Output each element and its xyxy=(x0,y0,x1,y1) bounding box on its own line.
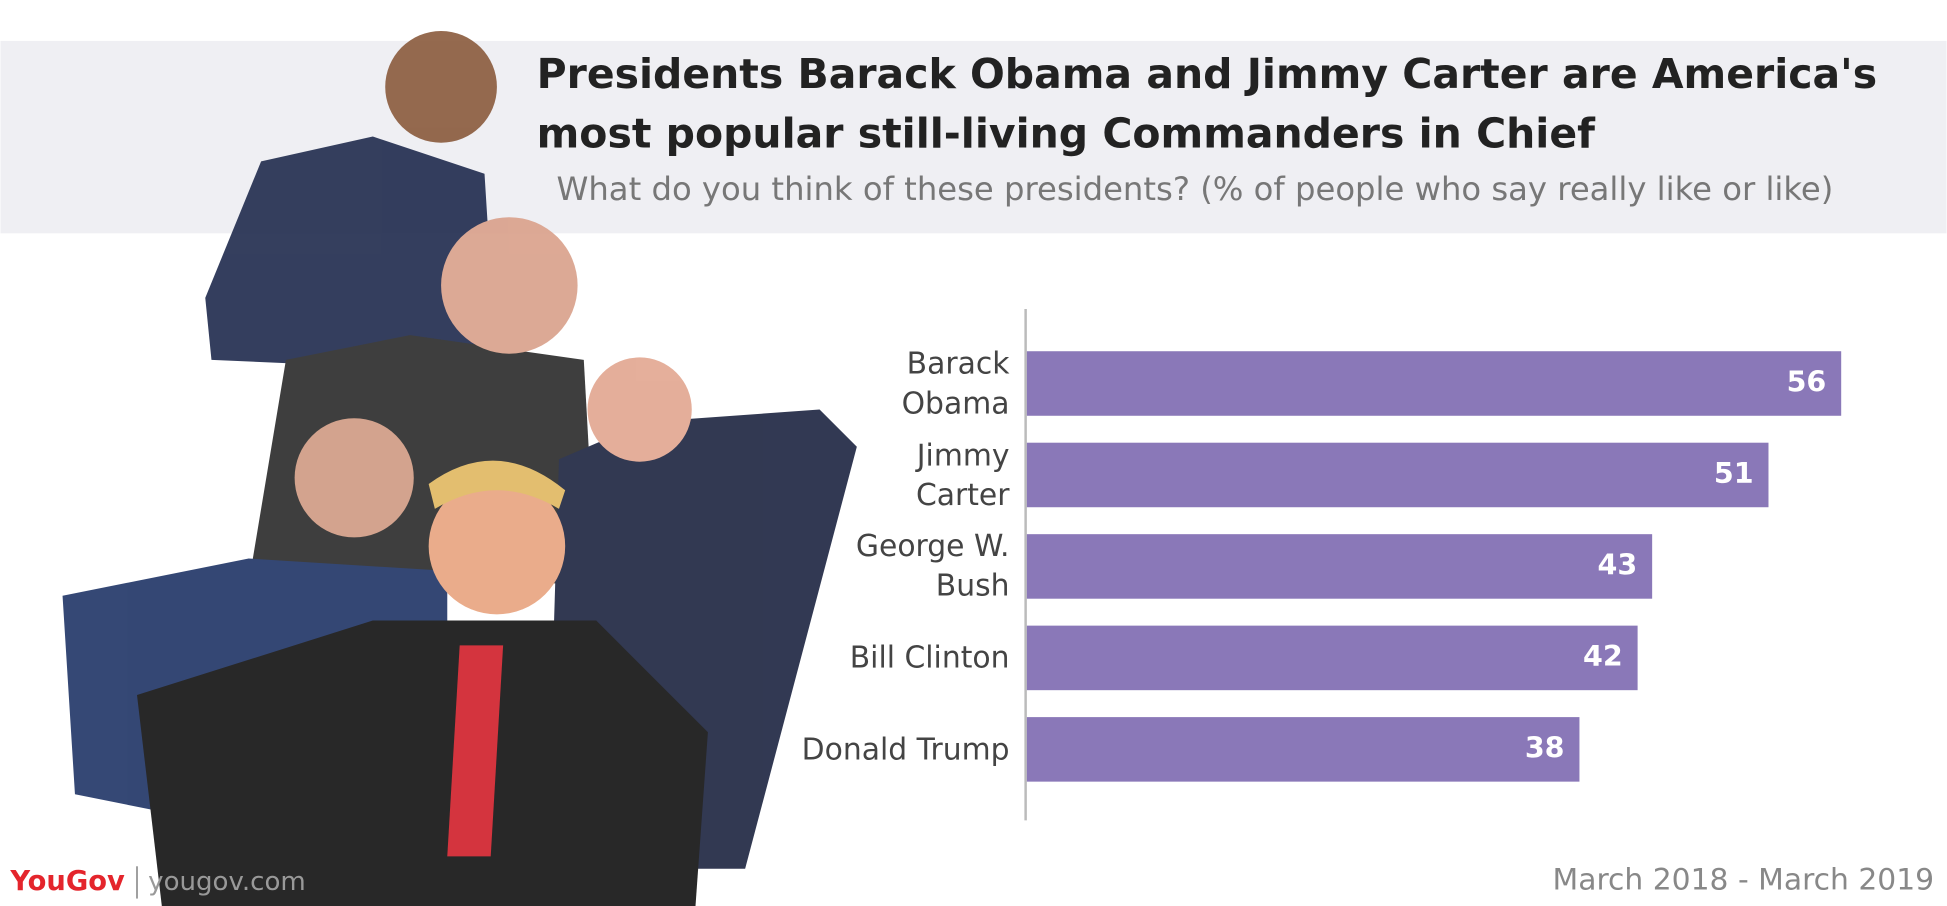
bar xyxy=(1026,351,1842,416)
value-label: 56 xyxy=(1787,365,1827,398)
title-box: Presidents Barack Obama and Jimmy Carter… xyxy=(536,49,1878,158)
y-tick-label: Jimmy Carter xyxy=(915,437,1010,513)
value-label: 51 xyxy=(1714,457,1754,490)
date-range: March 2018 - March 2019 xyxy=(1553,863,1935,898)
y-label-box: George W. Bush xyxy=(855,529,1010,604)
value-label: 42 xyxy=(1583,640,1623,673)
y-tick-label: Donald Trump xyxy=(801,731,1010,767)
y-label-box: Jimmy Carter xyxy=(915,437,1010,513)
bar xyxy=(1026,442,1769,508)
y-label-box: Bill Clinton xyxy=(849,640,1010,676)
value-label: 43 xyxy=(1598,548,1638,581)
brand: YouGov xyxy=(9,866,125,897)
y-label-box: Donald Trump xyxy=(801,731,1010,767)
bar xyxy=(1026,625,1638,691)
chart-subtitle: What do you think of these presidents? (… xyxy=(556,170,1833,208)
value-label: 38 xyxy=(1525,731,1565,764)
y-label-box: Barack Obama xyxy=(901,346,1010,421)
site: yougov.com xyxy=(148,867,306,897)
photo-placeholder xyxy=(62,31,857,906)
y-tick-label: Bill Clinton xyxy=(849,640,1010,676)
chart-title: Presidents Barack Obama and Jimmy Carter… xyxy=(536,49,1878,158)
y-tick-label: George W. Bush xyxy=(855,529,1010,604)
bar xyxy=(1026,717,1580,782)
bar xyxy=(1026,534,1653,599)
y-tick-label: Barack Obama xyxy=(901,346,1010,421)
